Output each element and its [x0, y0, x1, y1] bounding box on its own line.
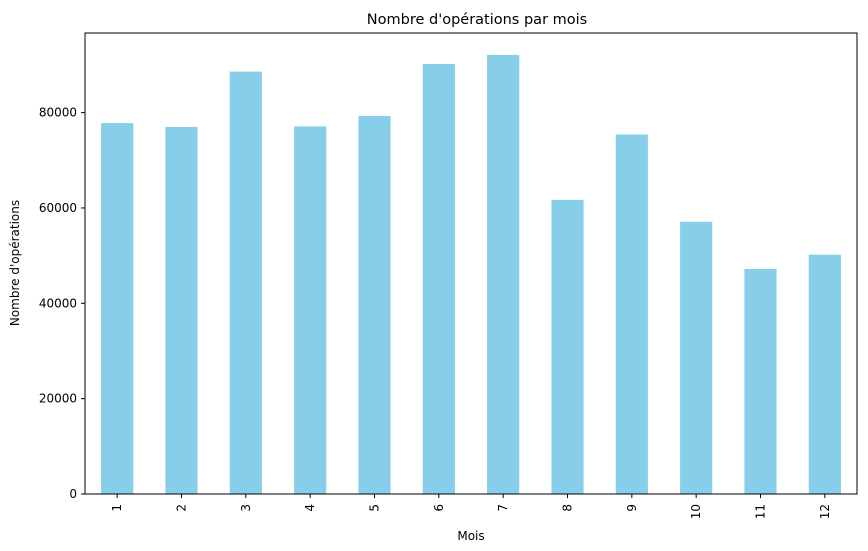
x-tick-label: 5	[368, 504, 382, 512]
bar-10	[680, 221, 713, 494]
x-tick-label: 4	[303, 504, 317, 512]
bar-11	[744, 268, 777, 494]
bar-5	[358, 115, 391, 495]
y-axis-label: Nombre d'opérations	[8, 200, 22, 326]
bar-1	[101, 123, 134, 494]
bars-group	[101, 54, 841, 495]
y-tick-label: 0	[69, 487, 77, 501]
y-tick-label: 80000	[39, 106, 77, 120]
bar-2	[165, 126, 198, 495]
y-tick-label: 40000	[39, 296, 77, 310]
x-tick-label: 10	[689, 504, 703, 519]
chart-title: Nombre d'opérations par mois	[367, 12, 587, 28]
x-tick-label: 7	[496, 504, 510, 512]
bar-3	[229, 71, 262, 495]
bar-4	[294, 126, 327, 494]
y-tick-label: 20000	[39, 392, 77, 406]
x-tick-label: 2	[175, 504, 189, 512]
plot-frame	[84, 32, 858, 495]
x-axis-ticks: 1 2 3 4 5 6 7 8 9 10 11 12	[110, 494, 832, 519]
x-tick-label: 8	[561, 504, 575, 512]
x-tick-label: 3	[239, 504, 253, 512]
x-tick-label: 6	[432, 504, 446, 512]
x-tick-label: 11	[754, 504, 768, 519]
bar-7	[487, 54, 520, 494]
bar-6	[422, 63, 455, 495]
x-tick-label: 1	[110, 504, 124, 512]
bar-8	[551, 199, 584, 494]
x-tick-label: 9	[625, 504, 639, 512]
y-axis-ticks: 0 20000 40000 60000 80000	[39, 106, 85, 501]
bar-12	[808, 254, 841, 494]
x-axis-label: Mois	[457, 529, 484, 543]
bar-9	[615, 134, 648, 494]
y-tick-label: 60000	[39, 201, 77, 215]
x-tick-label: 12	[818, 504, 832, 519]
